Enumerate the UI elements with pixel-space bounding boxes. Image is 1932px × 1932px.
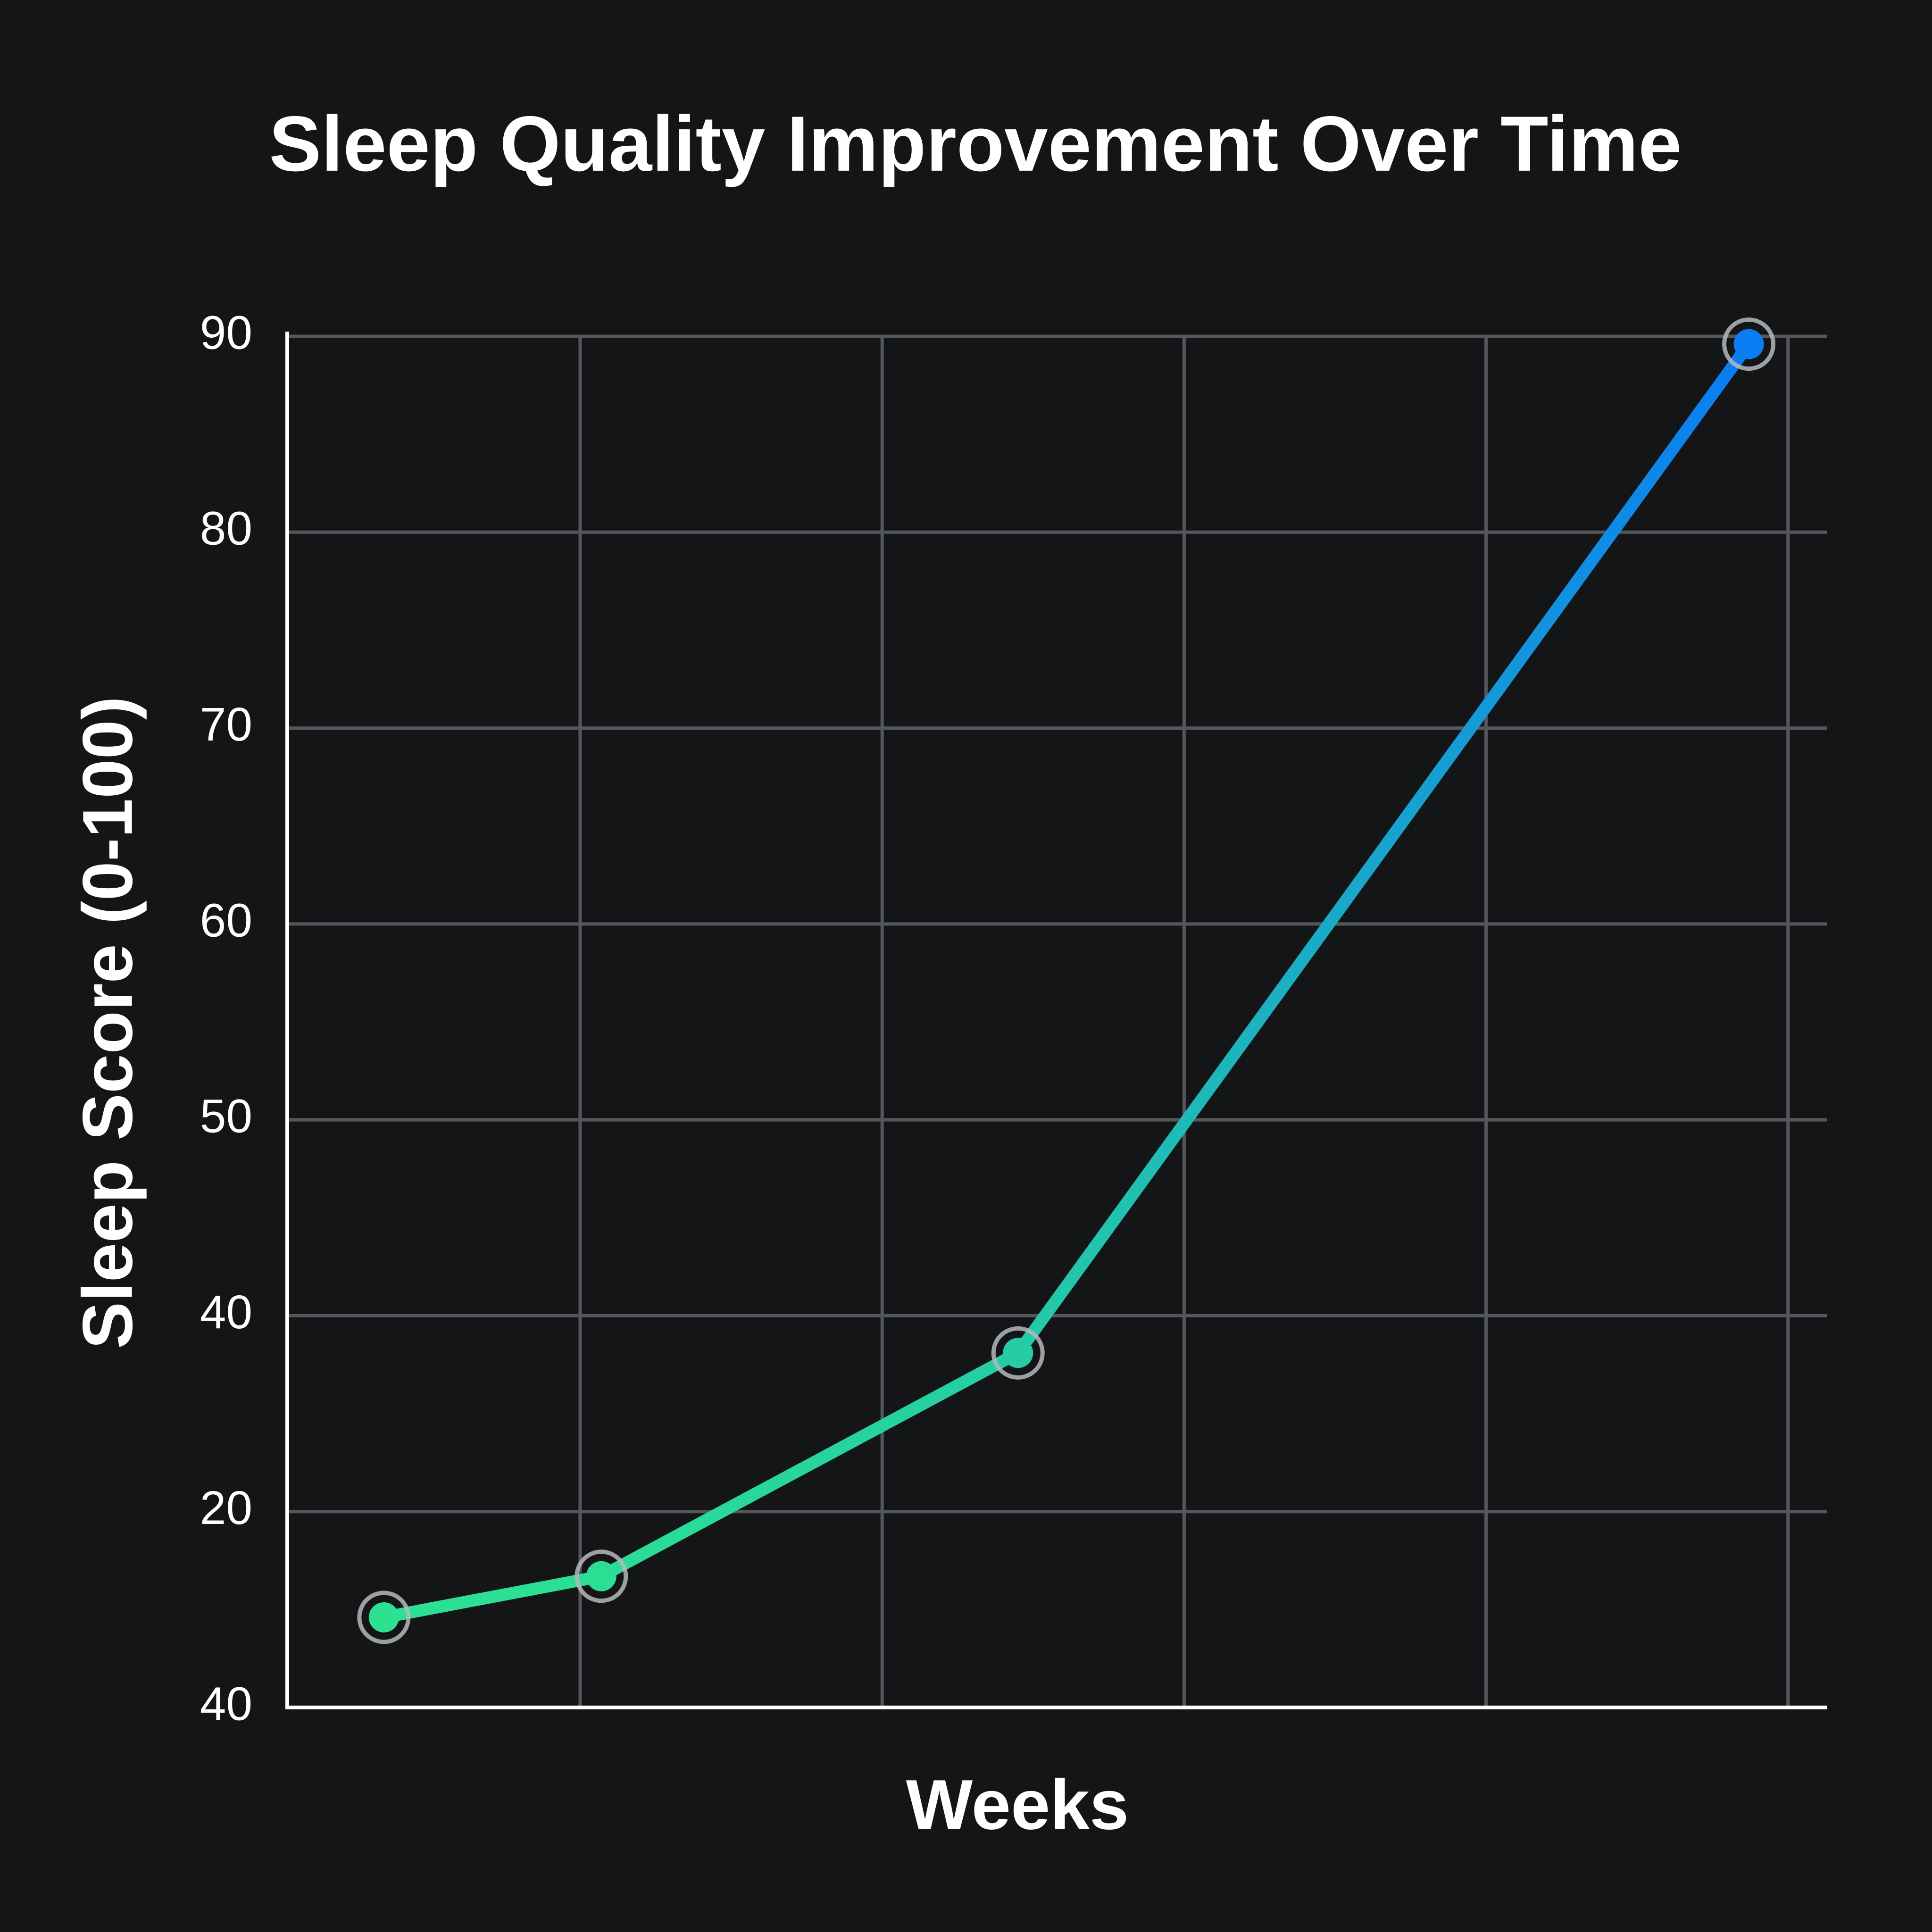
marker: [1733, 329, 1764, 359]
marker-ring: [991, 1326, 1045, 1380]
y-axis-label: Sleep Score (0-100): [68, 696, 147, 1349]
marker: [586, 1561, 616, 1591]
y-tick-label: 50: [200, 1090, 252, 1143]
line: [377, 338, 1755, 1624]
y-tick-label: 20: [200, 1482, 252, 1534]
y-tick-label: 40: [200, 1677, 252, 1730]
x-axis-label: Weeks: [906, 1765, 1129, 1844]
y-tick-label: 80: [200, 502, 252, 555]
chart-title: Sleep Quality Improvement Over Time: [269, 100, 1682, 188]
marker: [368, 1602, 399, 1632]
y-tick-label: 70: [200, 698, 252, 751]
y-tick-label: 60: [200, 894, 252, 947]
marker-ring: [1722, 317, 1776, 371]
marker: [1003, 1338, 1033, 1368]
y-tick-label: 90: [200, 306, 252, 359]
marker-ring: [357, 1591, 411, 1644]
y-tick-label: 40: [200, 1286, 252, 1339]
marker-ring: [575, 1549, 628, 1603]
